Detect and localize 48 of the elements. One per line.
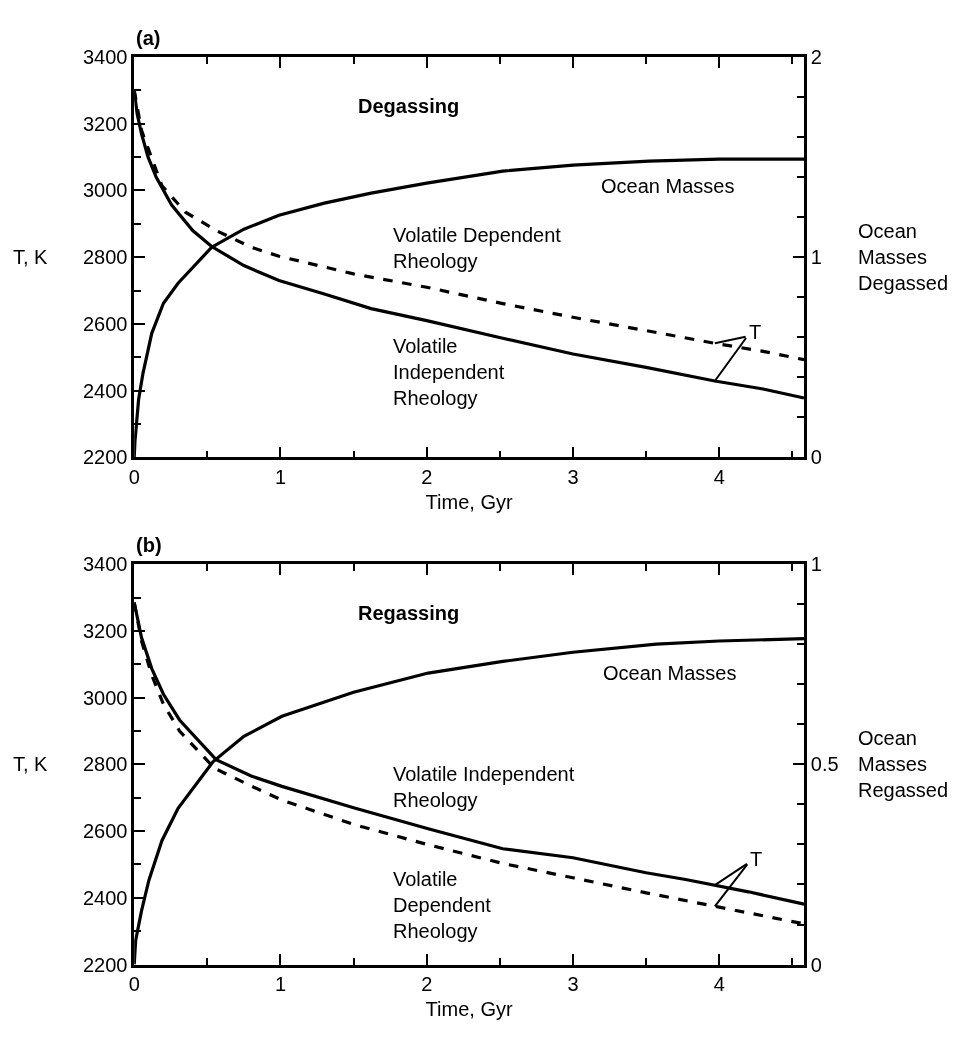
annotation: Volatile Dependent Rheology bbox=[393, 868, 492, 942]
y-tick-label: 2400 bbox=[82, 379, 128, 402]
x-tick-label: 2 bbox=[421, 973, 433, 996]
y-tick-label: 3400 bbox=[82, 46, 128, 69]
y-tick-label: 2400 bbox=[82, 886, 128, 909]
y2-tick-label: 0 bbox=[810, 953, 822, 976]
y-tick-label: 2200 bbox=[82, 953, 128, 976]
chart-title: (b) bbox=[136, 534, 162, 556]
text: Degassing bbox=[358, 95, 460, 117]
y-axis-title: T, K bbox=[13, 246, 49, 268]
y2-axis-title: Ocean Masses Regassed bbox=[858, 727, 949, 801]
x-tick-label: 0 bbox=[128, 973, 140, 996]
y-tick-label: 2200 bbox=[82, 446, 128, 469]
y-tick-label: 2600 bbox=[82, 312, 128, 335]
y-tick-label: 3000 bbox=[82, 686, 128, 709]
x-axis-title: Time, Gyr bbox=[425, 997, 513, 1020]
y2-tick-label: 2 bbox=[810, 46, 822, 69]
x-tick-label: 1 bbox=[274, 973, 287, 996]
chart-title: (a) bbox=[136, 27, 161, 49]
y-tick-label: 3200 bbox=[82, 112, 128, 135]
x-tick-label: 1 bbox=[274, 466, 287, 489]
y2-tick-label: 0.5 bbox=[810, 753, 839, 776]
y-tick-label: 3400 bbox=[82, 553, 128, 576]
annotation: Volatile Dependent Rheology bbox=[393, 224, 562, 272]
x-tick-label: 3 bbox=[567, 973, 579, 996]
annotation: Ocean Masses bbox=[601, 175, 735, 197]
x-axis-title: Time, Gyr bbox=[425, 490, 513, 513]
y-tick-label: 3000 bbox=[82, 179, 128, 202]
x-tick-label: 4 bbox=[713, 466, 725, 489]
x-tick-label: 2 bbox=[421, 466, 433, 489]
y-tick-label: 2800 bbox=[82, 753, 128, 776]
y-tick-label: 3200 bbox=[82, 619, 128, 642]
y-axis-title: T, K bbox=[13, 753, 49, 775]
y2-tick-label: 0 bbox=[810, 446, 822, 469]
text: Regassing bbox=[358, 602, 460, 624]
y2-axis-title: Ocean Masses Degassed bbox=[858, 220, 949, 294]
annotation: T bbox=[749, 321, 762, 343]
x-tick-label: 0 bbox=[128, 466, 140, 489]
x-tick-label: 3 bbox=[567, 466, 579, 489]
annotation: Volatile Independent Rheology bbox=[393, 335, 505, 409]
annotation: Volatile Independent Rheology bbox=[393, 763, 575, 811]
y2-tick-label: 1 bbox=[810, 246, 822, 269]
y2-tick-label: 1 bbox=[810, 553, 822, 576]
x-tick-label: 4 bbox=[713, 973, 725, 996]
y-tick-label: 2800 bbox=[82, 246, 128, 269]
y-tick-label: 2600 bbox=[82, 820, 128, 843]
annotation: T bbox=[750, 848, 763, 870]
annotation: Ocean Masses bbox=[603, 662, 737, 684]
